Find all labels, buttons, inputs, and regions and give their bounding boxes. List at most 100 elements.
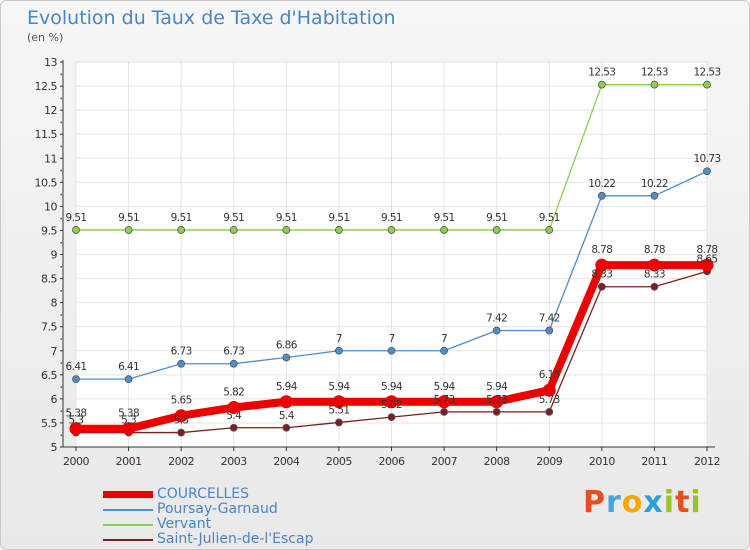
y-minor-tick xyxy=(60,290,62,292)
data-point xyxy=(282,423,291,432)
data-point xyxy=(700,258,714,272)
data-label: 8.33 xyxy=(591,269,612,281)
data-point xyxy=(124,226,133,234)
data-label: 9.51 xyxy=(118,212,139,224)
data-label: 5.94 xyxy=(381,381,403,393)
x-tick-label: 2007 xyxy=(431,455,457,468)
data-point xyxy=(335,226,343,234)
logo-letter: o xyxy=(621,485,644,520)
data-point xyxy=(387,346,396,355)
y-tick-label: 8 xyxy=(51,297,58,310)
data-point xyxy=(545,407,554,416)
x-tick-label: 2010 xyxy=(589,455,615,468)
data-label: 9.51 xyxy=(381,212,402,224)
y-tick-label: 12 xyxy=(44,104,57,117)
data-label: 6.41 xyxy=(66,361,87,373)
y-minor-tick xyxy=(60,338,62,340)
data-label: 12.53 xyxy=(588,67,615,79)
logo-letter: i xyxy=(663,485,676,520)
data-point xyxy=(174,409,188,423)
data-label: 5.73 xyxy=(486,394,507,406)
y-tick-label: 11 xyxy=(44,152,57,165)
x-tick-label: 2011 xyxy=(641,455,667,468)
data-label: 6.73 xyxy=(171,346,192,358)
data-label: 10.73 xyxy=(693,153,720,165)
proxiti-logo: Proxiti xyxy=(583,485,702,520)
data-point xyxy=(387,413,396,422)
data-point xyxy=(647,258,661,272)
data-label: 7 xyxy=(336,333,342,345)
y-minor-tick xyxy=(60,266,62,268)
data-label: 5.51 xyxy=(328,404,349,416)
legend-label-poursay-garnaud: Poursay-Garnaud xyxy=(157,501,278,517)
legend-label-vervant: Vervant xyxy=(157,516,212,532)
data-point xyxy=(124,375,133,384)
data-point xyxy=(440,407,448,416)
y-minor-tick xyxy=(60,314,62,316)
data-point xyxy=(229,226,238,234)
x-tick-label: 2000 xyxy=(63,455,89,468)
data-label: 5.38 xyxy=(118,408,139,420)
legend-label-courcelles: COURCELLES xyxy=(157,486,250,502)
data-point xyxy=(177,226,186,234)
y-minor-tick xyxy=(60,145,62,148)
data-label: 5.4 xyxy=(279,410,295,422)
y-tick-label: 6.5 xyxy=(41,369,57,382)
x-tick-label: 2012 xyxy=(694,455,720,468)
x-tick-label: 2009 xyxy=(536,455,562,468)
data-label: 9.51 xyxy=(276,212,297,224)
data-point xyxy=(650,80,659,89)
y-tick-label: 8.5 xyxy=(41,273,57,286)
data-point xyxy=(703,167,711,176)
data-label: 5.94 xyxy=(434,381,456,393)
y-tick-label: 9 xyxy=(51,249,58,262)
data-point xyxy=(229,359,238,368)
chart-legend: COURCELLES Poursay-Garnaud Vervant Saint… xyxy=(103,486,363,547)
data-point xyxy=(69,422,83,436)
data-point xyxy=(72,375,80,384)
data-label: 9.51 xyxy=(486,212,507,224)
x-tick-label: 2003 xyxy=(221,455,247,468)
logo-letter: x xyxy=(643,485,664,520)
data-point xyxy=(440,226,448,234)
data-label: 8.65 xyxy=(697,253,718,265)
data-point xyxy=(650,282,659,291)
data-label: 5.73 xyxy=(539,394,560,406)
data-point xyxy=(332,395,346,409)
data-point xyxy=(227,401,241,415)
y-minor-tick xyxy=(60,386,62,388)
data-label: 9.51 xyxy=(171,212,192,224)
data-label: 5.94 xyxy=(328,381,350,393)
data-label: 5.3 xyxy=(121,415,136,427)
data-label: 10.22 xyxy=(588,178,615,190)
data-point xyxy=(492,326,501,335)
data-label: 12.53 xyxy=(641,67,668,79)
logo-letter: t xyxy=(675,485,691,520)
data-point xyxy=(492,407,501,416)
y-tick-label: 13 xyxy=(44,56,57,69)
data-label: 6.41 xyxy=(118,361,139,373)
data-label: 7 xyxy=(388,333,394,345)
legend-swatch-vervant xyxy=(103,524,153,526)
data-point xyxy=(335,346,343,355)
data-point xyxy=(597,282,606,291)
data-point xyxy=(229,423,238,432)
data-label: 9.51 xyxy=(539,212,560,224)
data-point xyxy=(703,80,711,89)
data-point xyxy=(490,395,504,409)
y-minor-tick xyxy=(60,217,62,220)
y-tick-label: 7.5 xyxy=(41,321,57,334)
data-label: 6.18 xyxy=(539,369,560,381)
data-point xyxy=(72,226,80,234)
y-minor-tick xyxy=(60,193,62,196)
data-label: 5.38 xyxy=(66,408,87,420)
y-tick-label: 10.5 xyxy=(35,176,58,189)
data-point xyxy=(385,395,398,409)
data-label: 8.33 xyxy=(644,269,665,281)
data-point xyxy=(650,191,659,200)
data-point xyxy=(545,226,554,234)
data-label: 6.73 xyxy=(223,346,244,358)
data-point xyxy=(177,359,186,368)
data-point xyxy=(595,258,609,272)
data-point xyxy=(282,226,291,234)
